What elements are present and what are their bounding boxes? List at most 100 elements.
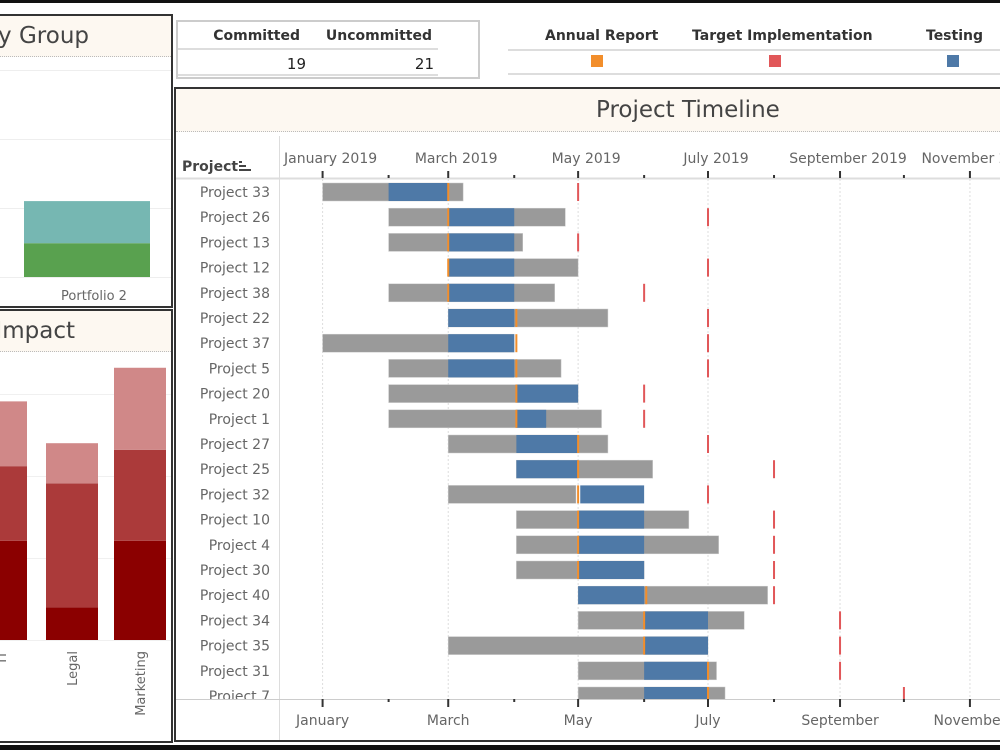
project-label: Project 26 [200,210,270,226]
stacked-bar-segment [0,466,27,541]
target-implementation-marker [577,183,580,201]
target-implementation-marker [643,283,646,302]
testing-bar [578,586,645,605]
divider [178,74,438,76]
project-label: Project 30 [200,563,270,579]
legend-swatch-testing[interactable] [947,55,959,67]
target-implementation-marker [902,687,905,699]
category-label: Portfolio 2 [61,289,127,304]
target-implementation-marker [707,334,710,353]
project-label: Project 10 [200,513,270,529]
bottom-axis-tick-label: September [801,713,879,729]
testing-bar [578,510,645,529]
stacked-bar-segment [0,401,27,467]
target-implementation-marker [773,510,776,529]
bottom-axis-tick-label: January [295,713,349,729]
stacked-bar-segment [46,607,98,640]
uncommitted-value: 21 [414,55,434,73]
bottom-axis-tick-label: November [934,713,1000,729]
testing-bar [644,636,709,655]
stacked-bar-segment [114,540,166,640]
stacked-bar-segment [114,367,166,450]
project-column-header[interactable]: Project [182,159,239,175]
target-implementation-marker [707,435,710,453]
legend-label-target-implementation[interactable]: Target Implementation [692,28,873,44]
project-label: Project 1 [209,412,270,428]
target-implementation-marker [643,409,646,428]
impact-panel: r Impact IT Legal Marketing [0,309,173,743]
testing-bar [516,384,579,403]
testing-bar [578,535,645,554]
legend-swatch-annual-report[interactable] [591,55,603,67]
testing-bar [580,485,645,504]
target-implementation-marker [707,208,710,227]
project-label: Project 31 [200,664,270,680]
project-label: Project 12 [200,261,270,277]
target-implementation-marker [839,661,842,680]
annual-report-marker [643,636,646,655]
annual-report-marker [577,561,580,579]
target-implementation-marker [773,460,776,479]
legend-swatch-target-implementation[interactable] [769,55,781,67]
target-implementation-marker [643,384,646,403]
testing-bar [644,687,709,699]
annual-report-marker [707,661,710,680]
portfolio-chart: Portfolio 2 [0,70,171,304]
testing-bar [388,183,449,201]
annual-report-marker [643,611,646,630]
stacked-bar-segment [24,201,150,244]
legend-label-testing[interactable]: Testing [926,28,983,44]
dashboard-bottom-border [0,745,1000,750]
committed-header: Committed [213,28,300,44]
project-label: Project 33 [200,185,270,201]
top-axis-tick-label: March 2019 [415,151,498,167]
annual-report-marker [447,208,450,227]
divider [508,73,1000,75]
project-label: Project 22 [200,311,270,327]
project-label: Project 5 [209,361,270,377]
testing-bar [448,309,515,327]
testing-bar [448,258,515,277]
annual-report-marker [645,586,648,605]
top-axis-tick-label: May 2019 [552,151,621,167]
stacked-bar-segment [46,443,98,484]
project-label: Project 35 [200,639,270,655]
target-implementation-marker [707,359,710,378]
category-label: IT [0,651,10,663]
top-axis-tick-label: January 2019 [283,151,377,167]
project-span-bar [447,485,577,504]
top-axis-tick-label: November 2019 [921,151,1000,167]
annual-report-marker [707,687,710,699]
legend-label-annual-report[interactable]: Annual Report [545,28,659,44]
target-implementation-marker [707,258,710,277]
annual-report-marker [577,460,580,479]
portfolio-panel: y Group Portfolio 2 [0,14,173,308]
impact-panel-title: r Impact [0,311,171,352]
testing-bar [516,460,579,479]
project-label: Project 38 [200,286,270,302]
annual-report-marker [515,359,518,378]
testing-bar [578,561,645,579]
stacked-bar-segment [114,449,166,541]
top-axis-tick-label: July 2019 [682,151,748,167]
testing-bar [448,334,515,353]
bottom-axis-tick-label: March [427,713,470,729]
commitment-summary-table: Committed Uncommitted 19 21 [176,20,480,79]
testing-bar [448,208,515,227]
dashboard-top-border [0,0,1000,3]
timeline-panel: Project Timeline Project January 2019 Jan… [174,87,1000,742]
stacked-bar-segment [46,483,98,608]
testing-bar [448,359,515,378]
annual-report-marker [447,283,450,302]
target-implementation-marker [773,561,776,579]
sort-descending-icon[interactable] [238,159,252,173]
divider [178,48,438,50]
testing-bar [448,233,515,252]
target-implementation-marker [707,309,710,327]
category-label: Legal [66,651,81,686]
bottom-axis-tick-label: July [694,713,720,729]
target-implementation-marker [773,586,776,605]
divider [508,49,1000,51]
project-label: Project 37 [200,336,270,352]
stacked-bar-segment [24,243,150,277]
